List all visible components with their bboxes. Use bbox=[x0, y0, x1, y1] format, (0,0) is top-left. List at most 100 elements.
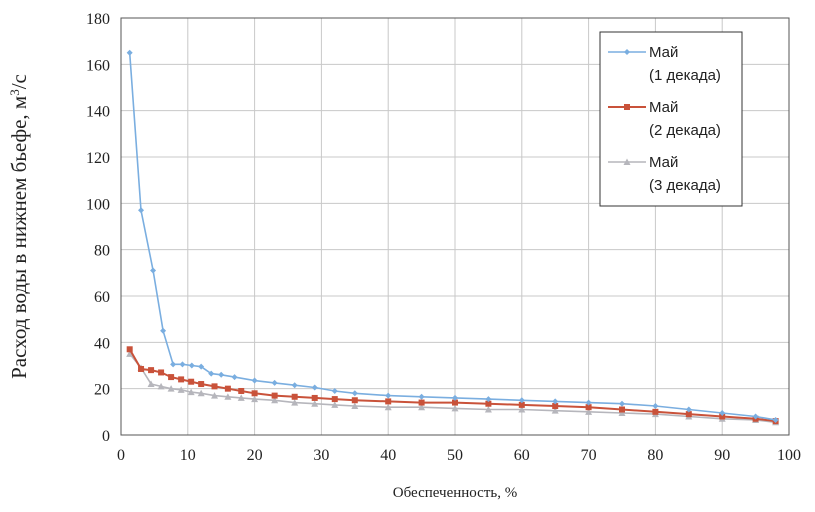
data-point bbox=[168, 374, 175, 381]
x-tick-label: 20 bbox=[247, 447, 263, 464]
data-point bbox=[138, 207, 145, 214]
data-point bbox=[167, 385, 175, 392]
data-point bbox=[271, 392, 278, 399]
data-point bbox=[618, 409, 626, 416]
data-point bbox=[138, 365, 145, 372]
y-tick-label: 160 bbox=[86, 57, 110, 74]
data-point bbox=[148, 367, 155, 374]
data-point bbox=[331, 387, 338, 394]
data-point bbox=[418, 399, 425, 406]
y-axis: 0 20 40 60 80 100 120 140 160 180 bbox=[86, 11, 110, 445]
data-point bbox=[126, 49, 133, 56]
data-point bbox=[160, 327, 167, 334]
data-point bbox=[208, 370, 215, 377]
data-point bbox=[311, 394, 318, 401]
legend-item-3: Май (3 декада) bbox=[608, 154, 721, 194]
data-point bbox=[311, 384, 318, 391]
data-point bbox=[311, 400, 319, 407]
data-point bbox=[197, 389, 205, 397]
data-point bbox=[452, 399, 458, 406]
data-point bbox=[484, 406, 492, 413]
data-point bbox=[188, 378, 195, 385]
legend-label: Май bbox=[649, 154, 678, 171]
data-point bbox=[485, 396, 492, 403]
y-tick-label: 120 bbox=[86, 150, 110, 167]
data-point bbox=[351, 402, 359, 410]
data-point bbox=[518, 406, 526, 413]
data-point bbox=[585, 408, 593, 415]
data-point bbox=[198, 363, 205, 370]
x-tick-label: 0 bbox=[117, 447, 125, 464]
x-tick-label: 30 bbox=[313, 447, 329, 464]
data-point bbox=[251, 377, 258, 384]
data-point bbox=[218, 371, 225, 378]
legend-label: Май bbox=[649, 44, 678, 61]
y-tick-label: 20 bbox=[94, 382, 110, 399]
y-tick-label: 80 bbox=[94, 243, 110, 260]
legend-label: (1 декада) bbox=[649, 67, 721, 84]
data-point bbox=[384, 403, 392, 411]
data-point bbox=[211, 392, 219, 399]
legend-label: Май bbox=[649, 99, 678, 116]
legend: Май (1 декада) Май (2 декада) Май (3 декада) bbox=[599, 31, 743, 207]
y-axis-label-main: Расход воды в нижнем бьефе, м bbox=[7, 96, 31, 379]
data-point bbox=[551, 407, 559, 414]
data-point bbox=[179, 361, 186, 368]
y-axis-label: Расход воды в нижнем бьефе, м3/с bbox=[7, 74, 31, 379]
data-point bbox=[224, 385, 231, 392]
data-point bbox=[619, 400, 625, 407]
data-point bbox=[178, 376, 185, 383]
data-point bbox=[418, 403, 426, 411]
x-tick-label: 100 bbox=[777, 447, 801, 464]
data-point bbox=[585, 404, 592, 411]
x-axis-label: Обеспеченность, % bbox=[393, 485, 517, 501]
data-point bbox=[126, 350, 134, 357]
data-point bbox=[772, 416, 779, 423]
y-tick-label: 180 bbox=[86, 11, 110, 28]
data-point bbox=[619, 406, 625, 413]
legend-items: Май (1 декада) Май (2 декада) Май (3 декада) bbox=[608, 44, 721, 194]
data-point bbox=[170, 361, 177, 368]
data-point bbox=[585, 399, 592, 406]
data-point bbox=[291, 393, 298, 400]
data-point bbox=[198, 381, 205, 388]
y-tick-label: 100 bbox=[86, 196, 110, 213]
data-point bbox=[231, 374, 238, 381]
data-point bbox=[351, 397, 358, 404]
data-point bbox=[224, 393, 232, 400]
y-tick-label: 60 bbox=[94, 289, 110, 306]
data-point bbox=[552, 398, 559, 405]
x-tick-label: 10 bbox=[180, 447, 196, 464]
x-axis: 0 10 20 30 40 50 60 70 80 90 100 bbox=[117, 447, 801, 464]
data-point bbox=[126, 346, 133, 353]
data-point bbox=[351, 390, 358, 397]
data-point bbox=[291, 382, 298, 389]
data-point bbox=[177, 386, 185, 393]
data-point bbox=[719, 409, 726, 416]
series-2 bbox=[126, 346, 779, 425]
data-point bbox=[418, 393, 425, 400]
legend-item-2: Май (2 декада) bbox=[608, 99, 721, 139]
data-point bbox=[331, 396, 338, 403]
data-point bbox=[158, 369, 165, 376]
data-point bbox=[385, 392, 392, 399]
y-axis-label-end: /с bbox=[7, 74, 31, 89]
data-point bbox=[150, 267, 157, 274]
y-tick-label: 140 bbox=[86, 104, 110, 121]
x-tick-label: 40 bbox=[380, 447, 396, 464]
data-point bbox=[211, 383, 218, 390]
legend-marker bbox=[624, 104, 630, 110]
legend-marker bbox=[624, 49, 630, 55]
data-point bbox=[685, 406, 692, 413]
data-point bbox=[157, 382, 165, 390]
legend-label: (2 декада) bbox=[649, 122, 721, 139]
legend-box bbox=[599, 31, 743, 207]
data-point bbox=[291, 399, 299, 406]
data-point bbox=[652, 408, 659, 415]
x-tick-label: 60 bbox=[514, 447, 530, 464]
data-point bbox=[187, 388, 195, 396]
data-point bbox=[147, 380, 155, 388]
data-point bbox=[188, 362, 195, 369]
legend-label: (3 декада) bbox=[649, 177, 721, 194]
